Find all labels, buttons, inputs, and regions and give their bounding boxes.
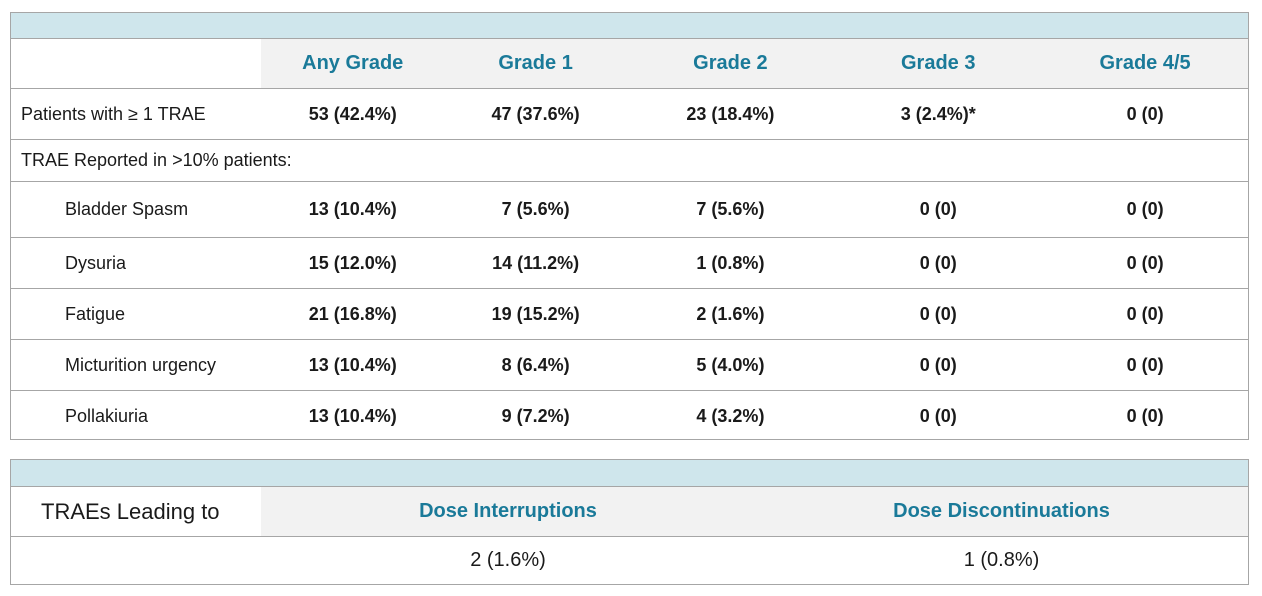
row-grade-1: 9 (7.2%)	[501, 406, 570, 426]
table-row: Pollakiuria 13 (10.4%) 9 (7.2%) 4 (3.2%)…	[11, 391, 1248, 442]
row-grade-3: 0 (0)	[919, 199, 957, 219]
header-row: Any Grade Grade 1 Grade 2 Grade 3 Grade …	[11, 39, 1248, 89]
row-any-grade: 13 (10.4%)	[308, 406, 397, 426]
patients-grade-4-5: 0 (0)	[1126, 103, 1164, 124]
row-any-grade: 13 (10.4%)	[308, 354, 397, 375]
table-row: Fatigue 21 (16.8%) 19 (15.2%) 2 (1.6%) 0…	[11, 289, 1248, 340]
leading-empty-cell	[11, 537, 261, 584]
row-grade-3: 0 (0)	[919, 354, 957, 375]
row-grade-1: 7 (5.6%)	[501, 199, 570, 219]
row-label: Dysuria	[65, 252, 127, 273]
table-title-band	[11, 460, 1248, 487]
header-grade-1: Grade 1	[444, 39, 627, 88]
header-dose-discontinuations: Dose Discontinuations	[755, 487, 1248, 536]
row-grade-1: 8 (6.4%)	[501, 354, 570, 375]
section-row: TRAE Reported in >10% patients:	[11, 140, 1248, 182]
table-row: Micturition urgency 13 (10.4%) 8 (6.4%) …	[11, 340, 1248, 391]
section-label: TRAE Reported in >10% patients:	[21, 150, 292, 170]
leading-table: TRAEs Leading to Dose Interruptions Dose…	[10, 459, 1249, 585]
table-row: Dysuria 15 (12.0%) 14 (11.2%) 1 (0.8%) 0…	[11, 238, 1248, 289]
row-grade-4-5: 0 (0)	[1126, 199, 1164, 219]
leading-header-row: TRAEs Leading to Dose Interruptions Dose…	[11, 487, 1248, 537]
header-grade-3: Grade 3	[834, 39, 1043, 88]
row-label: Micturition urgency	[65, 354, 217, 375]
row-grade-2: 4 (3.2%)	[696, 406, 765, 426]
header-dose-interruptions: Dose Interruptions	[261, 487, 755, 536]
header-empty-cell	[11, 39, 261, 88]
row-grade-3: 0 (0)	[919, 252, 957, 273]
patients-grade-1: 47 (37.6%)	[491, 103, 580, 124]
patients-grade-3: 3 (2.4%)*	[900, 103, 976, 124]
leading-label: TRAEs Leading to	[41, 498, 220, 524]
dose-interruptions-value: 2 (1.6%)	[470, 549, 546, 571]
row-any-grade: 15 (12.0%)	[308, 252, 397, 273]
row-grade-2: 5 (4.0%)	[696, 354, 765, 375]
header-grade-4-5: Grade 4/5	[1042, 39, 1248, 88]
dose-discontinuations-value: 1 (0.8%)	[963, 549, 1040, 571]
row-grade-4-5: 0 (0)	[1126, 303, 1164, 324]
row-label: Fatigue	[65, 303, 126, 324]
row-label: Pollakiuria	[65, 406, 149, 426]
leading-values-row: 2 (1.6%) 1 (0.8%)	[11, 537, 1248, 584]
patients-label: Patients with ≥ 1 TRAE	[21, 103, 206, 124]
table-title-band	[11, 13, 1248, 39]
row-grade-2: 1 (0.8%)	[696, 252, 765, 273]
patients-any-grade: 53 (42.4%)	[308, 103, 397, 124]
row-label: Bladder Spasm	[65, 199, 189, 219]
row-grade-4-5: 0 (0)	[1126, 354, 1164, 375]
header-grade-2: Grade 2	[626, 39, 835, 88]
row-grade-3: 0 (0)	[919, 406, 957, 426]
row-grade-4-5: 0 (0)	[1126, 252, 1164, 273]
row-grade-4-5: 0 (0)	[1126, 406, 1164, 426]
row-grade-2: 7 (5.6%)	[696, 199, 765, 219]
trae-table: Any Grade Grade 1 Grade 2 Grade 3 Grade …	[10, 12, 1249, 440]
row-grade-1: 19 (15.2%)	[491, 303, 580, 324]
row-grade-2: 2 (1.6%)	[696, 303, 765, 324]
header-any-grade: Any Grade	[260, 39, 445, 88]
row-any-grade: 13 (10.4%)	[308, 199, 397, 219]
row-grade-1: 14 (11.2%)	[492, 252, 580, 273]
row-any-grade: 21 (16.8%)	[308, 303, 397, 324]
table-row: Bladder Spasm 13 (10.4%) 7 (5.6%) 7 (5.6…	[11, 182, 1248, 238]
patients-grade-2: 23 (18.4%)	[686, 103, 775, 124]
row-grade-3: 0 (0)	[919, 303, 957, 324]
patients-row: Patients with ≥ 1 TRAE 53 (42.4%) 47 (37…	[11, 89, 1248, 140]
